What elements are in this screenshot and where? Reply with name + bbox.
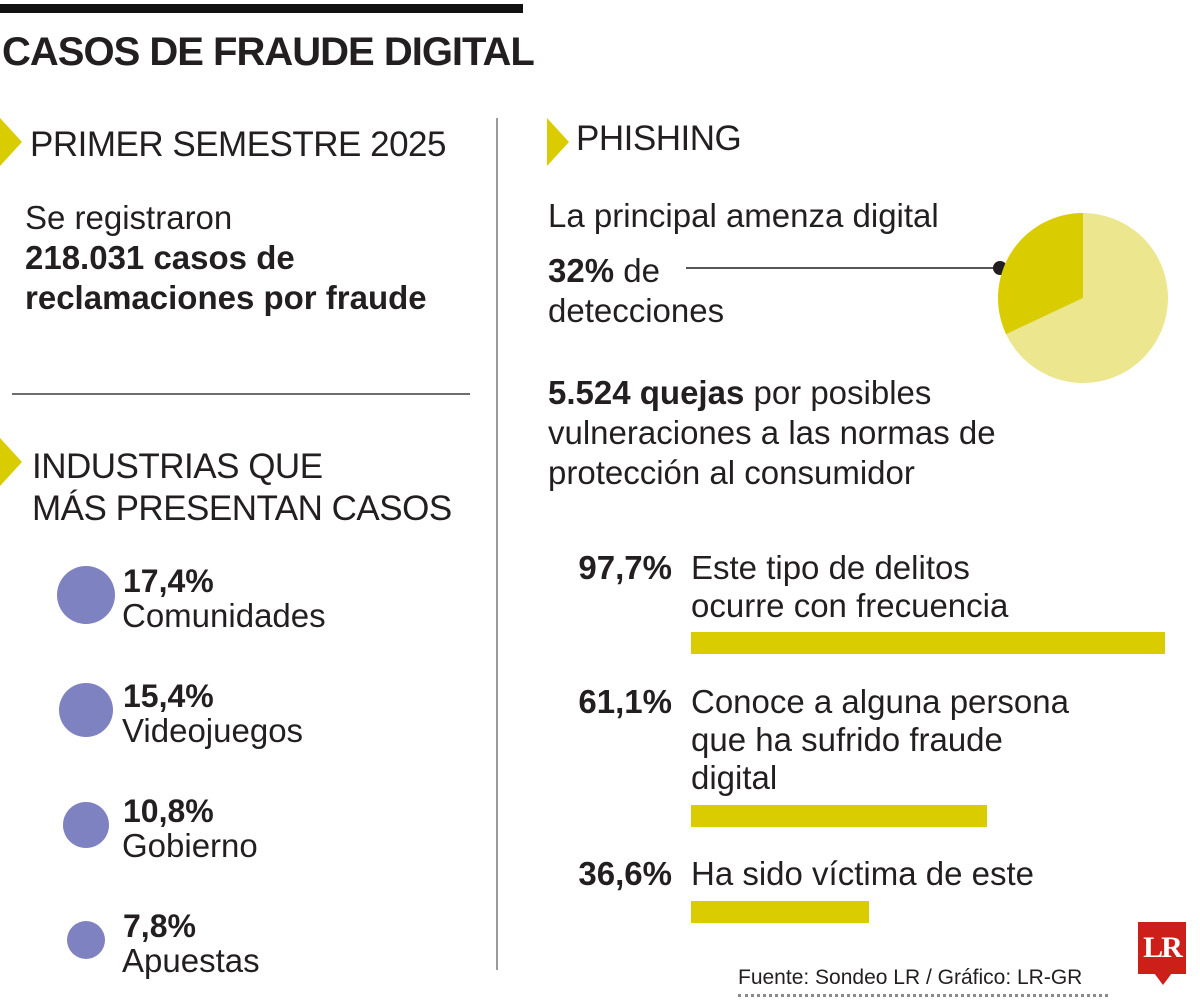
- industry-bubble: [58, 682, 114, 738]
- industry-value: 7,8%: [123, 908, 196, 944]
- industry-bubble: [57, 566, 115, 624]
- survey-value: 61,1%: [578, 683, 672, 720]
- semestre-heading: PRIMER SEMESTRE 2025: [30, 125, 446, 164]
- industrias-heading: INDUSTRIAS QUE MÁS PRESENTAN CASOS: [32, 446, 452, 530]
- phishing-heading: PHISHING: [576, 119, 742, 158]
- top-rule: [0, 4, 523, 13]
- pie-slice-phishing: [998, 213, 1083, 335]
- vertical-divider: [496, 118, 498, 970]
- phishing-pie-chart: [686, 213, 1168, 383]
- industry-label: Videojuegos: [122, 712, 304, 749]
- survey-value: 36,6%: [578, 855, 672, 892]
- bottom-dotted-rule: [738, 994, 1108, 1000]
- pie-slice-other: [1006, 213, 1168, 383]
- survey-bar: [691, 632, 1165, 654]
- industry-value: 10,8%: [123, 793, 214, 829]
- phishing-pct-suffix: de: [623, 252, 660, 289]
- survey-bar: [691, 805, 988, 827]
- quejas-count: 5.524 quejas: [548, 374, 745, 411]
- phishing-pct-line2: detecciones: [548, 292, 725, 329]
- industry-bubble: [63, 802, 109, 848]
- industrias-heading-line1: INDUSTRIAS QUE: [32, 447, 323, 486]
- survey-label: Conoce a alguna persona que ha sufrido f…: [691, 683, 1069, 796]
- survey-value: 97,7%: [578, 549, 672, 586]
- semestre-summary: Se registraron 218.031 casos de reclamac…: [25, 198, 465, 318]
- lr-logo: LR: [1138, 922, 1186, 974]
- section-marker-icon: [547, 118, 569, 166]
- page-title: CASOS DE FRAUDE DIGITAL: [2, 30, 535, 74]
- industry-value: 15,4%: [123, 678, 214, 714]
- source-credit: Fuente: Sondeo LR / Gráfico: LR-GR: [738, 966, 1083, 989]
- industry-value: 17,4%: [123, 563, 214, 599]
- section-marker-icon: [0, 118, 22, 166]
- industry-label: Gobierno: [122, 827, 258, 864]
- lr-logo-tip: [1154, 973, 1172, 985]
- survey-label: Este tipo de delitos ocurre con frecuenc…: [691, 549, 1009, 624]
- industry-label: Apuestas: [122, 942, 260, 979]
- horizontal-divider: [12, 393, 470, 395]
- semestre-line1: Se registraron: [25, 199, 233, 236]
- industrias-heading-line2: MÁS PRESENTAN CASOS: [32, 489, 452, 528]
- phishing-detections: 32% de detecciones: [548, 251, 724, 331]
- industry-label: Comunidades: [122, 597, 326, 634]
- phishing-subtitle: La principal amenza digital: [548, 197, 939, 234]
- section-marker-icon: [0, 438, 22, 486]
- phishing-quejas: 5.524 quejas por posibles vulneraciones …: [548, 373, 1068, 493]
- survey-bar: [691, 901, 869, 923]
- phishing-pct: 32%: [548, 252, 615, 289]
- survey-label: Ha sido víctima de este: [691, 855, 1034, 892]
- industry-bubble: [66, 920, 106, 960]
- quejas-text: por posibles vulneraciones a las normas …: [548, 374, 996, 491]
- semestre-total-cases: 218.031 casos de reclamaciones por fraud…: [25, 239, 427, 316]
